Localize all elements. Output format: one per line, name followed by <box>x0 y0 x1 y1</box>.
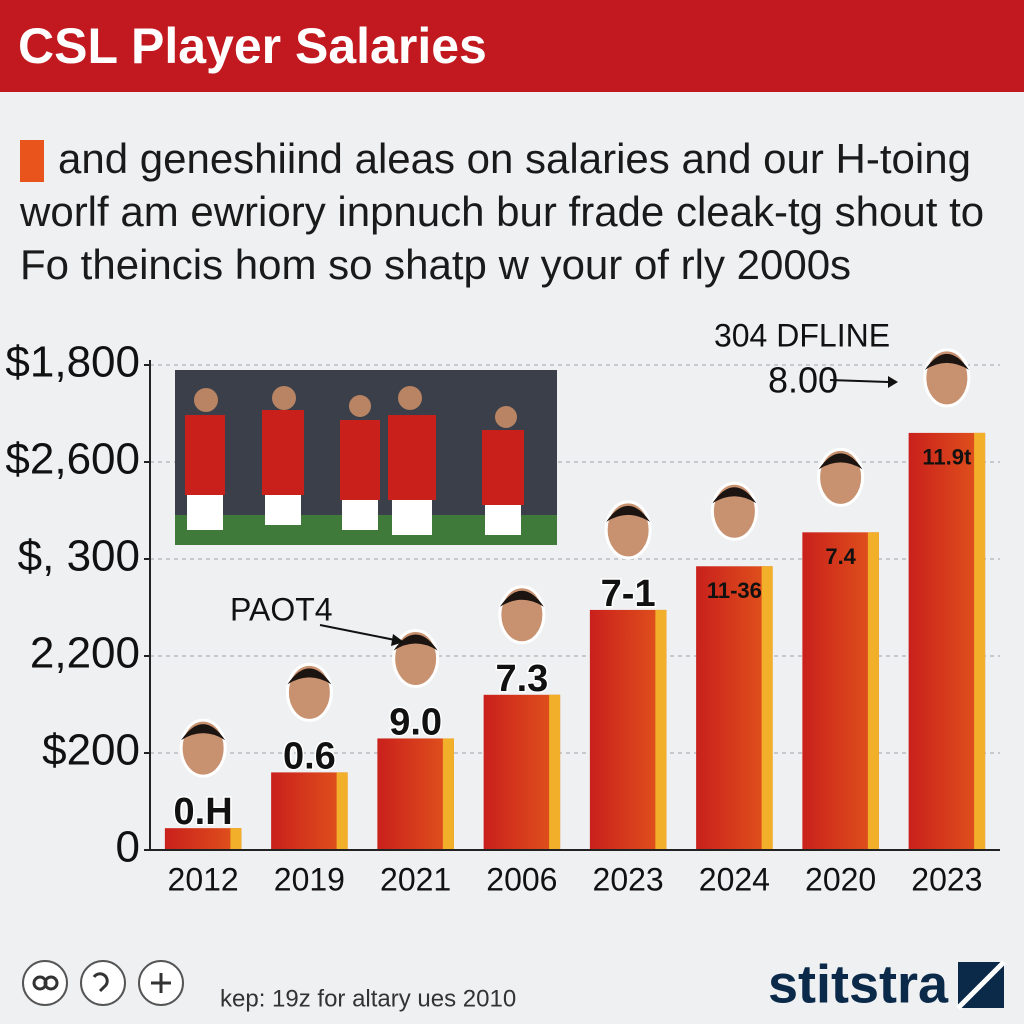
link-button[interactable] <box>80 960 126 1006</box>
annotation: 304 DFLINE <box>714 317 890 353</box>
bar <box>164 828 242 850</box>
share-icon <box>43 975 59 991</box>
subtitle-line: worlf am ewriory inpnuch bur frade cleak… <box>19 188 984 235</box>
brand-icon <box>956 960 1006 1010</box>
x-tick-label: 2012 <box>168 861 239 897</box>
link-icon <box>92 972 109 993</box>
player-hair <box>818 453 863 470</box>
x-tick-label: 2023 <box>911 861 982 897</box>
annotation: 8.00 <box>768 360 838 401</box>
player-hair <box>606 505 651 522</box>
subtitle-line: and geneshiind aleas on salaries and our… <box>58 135 971 182</box>
x-tick-label: 2023 <box>593 861 664 897</box>
bar-highlight <box>442 738 454 850</box>
player-hair <box>181 724 226 741</box>
bar <box>908 432 986 850</box>
bar <box>483 694 561 850</box>
brand-logo: stitstra <box>768 954 949 1014</box>
bar <box>271 772 348 850</box>
y-tick-label: 0 <box>116 823 140 872</box>
bar-group: 11.9t <box>908 348 986 850</box>
player-hair <box>712 487 757 504</box>
bar-group: 9.0 <box>377 628 454 850</box>
bar-label: 0.H <box>174 791 233 833</box>
bar-highlight <box>761 566 773 850</box>
annotation-arrowhead <box>391 634 404 646</box>
bar-group: 7-1 <box>589 500 667 850</box>
bar-label: 7-1 <box>601 573 656 615</box>
bar-group: 7.4 <box>802 447 879 850</box>
bar-group: 7.3 <box>483 585 561 850</box>
y-tick-label: $1,800 <box>5 338 140 387</box>
subtitle-marker <box>20 140 44 182</box>
bar <box>589 609 667 850</box>
footer-buttons <box>22 960 184 1006</box>
x-tick-label: 2006 <box>486 861 557 897</box>
player-hair <box>393 634 438 651</box>
bar-label: 0.6 <box>283 735 336 777</box>
bar-highlight <box>655 609 667 850</box>
y-tick-label: 2,200 <box>30 629 140 678</box>
bar-highlight <box>867 532 879 850</box>
bar-label: 7.3 <box>495 658 548 700</box>
x-tick-label: 2019 <box>274 861 345 897</box>
bar-label: 11-36 <box>707 578 762 603</box>
bar-group: 0.H <box>164 718 242 850</box>
annotation-arrowhead <box>888 376 898 388</box>
bar-label: 11.9t <box>922 445 972 470</box>
chart-title: CSL Player Salaries <box>18 18 487 74</box>
header-bar <box>0 0 1024 92</box>
annotation: PAOT4 <box>230 591 333 627</box>
annotation-arrow <box>319 624 396 641</box>
bar <box>696 566 773 850</box>
bar-highlight <box>336 772 348 850</box>
player-hair <box>287 668 332 685</box>
y-tick-label: $2,600 <box>5 435 140 484</box>
y-tick-label: $200 <box>42 726 140 775</box>
bar-highlight <box>974 432 986 850</box>
x-tick-label: 2024 <box>699 861 770 897</box>
player-hair <box>924 353 969 370</box>
bar <box>377 738 454 850</box>
player-hair <box>499 590 544 607</box>
plot-area: 0 $200 2,200 $, 300 $2,600 $1,800 2012 0.H 2019 0… <box>5 338 1000 897</box>
x-tick-label: 2021 <box>380 861 451 897</box>
bar-group: 0.6 <box>271 662 348 850</box>
team-photo <box>175 370 557 545</box>
subtitle-line: Fo theincis hom so shatp w your of rly 2… <box>20 241 851 288</box>
y-tick-label: $, 300 <box>18 532 140 581</box>
annotation-arrow <box>829 379 889 383</box>
add-icon <box>151 973 171 993</box>
footnote: kep: 19z for altary ues 2010 <box>220 985 516 1012</box>
bar-label: 7.4 <box>825 544 856 569</box>
bar-group: 11-36 <box>696 481 773 850</box>
bar-highlight <box>549 694 561 850</box>
x-tick-label: 2020 <box>805 861 876 897</box>
bar-label: 9.0 <box>389 701 442 743</box>
bar-highlight <box>230 828 242 850</box>
bar <box>802 532 879 850</box>
